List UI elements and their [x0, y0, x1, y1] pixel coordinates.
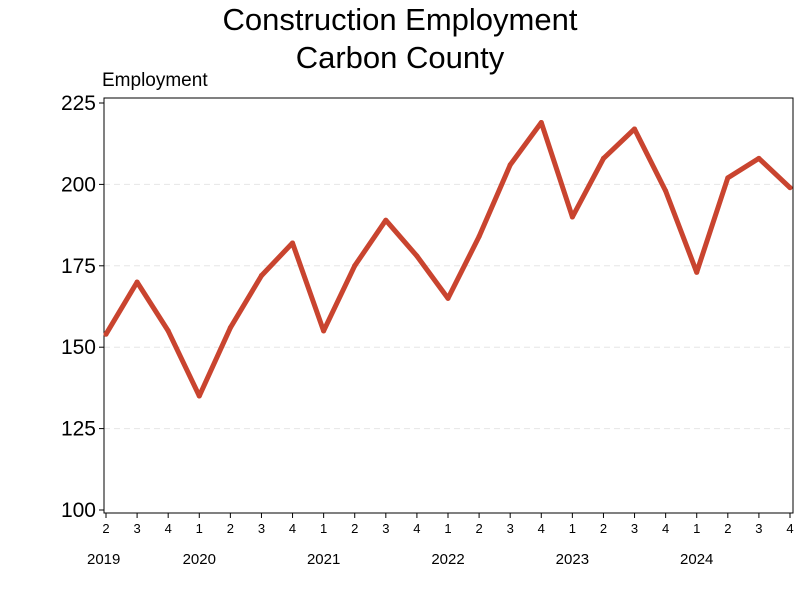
x-tick-label: 2 [227, 521, 234, 536]
x-year-label: 2021 [307, 551, 340, 568]
data-point [600, 155, 606, 161]
data-point [756, 155, 762, 161]
data-point [290, 240, 296, 246]
x-tick-label: 1 [693, 521, 700, 536]
series-group [103, 120, 793, 399]
x-tick-label: 4 [662, 521, 669, 536]
x-tick-label: 3 [258, 521, 265, 536]
x-tick-label: 2 [351, 521, 358, 536]
data-point [196, 393, 202, 399]
data-point [227, 325, 233, 331]
y-tick-label: 125 [61, 418, 96, 441]
x-tick-label: 4 [289, 521, 296, 536]
x-year-label: 2020 [183, 551, 216, 568]
x-year-label: 2023 [556, 551, 589, 568]
y-axis-label: Employment [102, 70, 208, 91]
grid-lines [104, 183, 793, 430]
x-axis-years: 2019 2020 2021 2022 2023 2024 [87, 551, 713, 568]
data-point [414, 253, 420, 259]
x-tick-label: 4 [165, 521, 172, 536]
y-tick-label: 150 [61, 336, 96, 359]
x-tick-label: 4 [413, 521, 420, 536]
x-tick-label: 2 [475, 521, 482, 536]
y-tick-label: 225 [61, 92, 96, 115]
series-line [103, 120, 793, 399]
x-tick-label: 1 [196, 521, 203, 536]
x-tick-label: 1 [444, 521, 451, 536]
y-tick-label: 200 [61, 173, 96, 196]
x-tick-label: 3 [133, 521, 140, 536]
data-point [258, 273, 264, 279]
data-point [663, 188, 669, 194]
x-tick-label: 2 [724, 521, 731, 536]
y-axis: 100 125 150 175 200 225 [61, 92, 104, 522]
chart-title-line-1: Construction Employment [223, 2, 578, 37]
data-point [165, 328, 171, 334]
x-tick-label: 2 [102, 521, 109, 536]
data-point [694, 269, 700, 275]
data-point [507, 162, 513, 168]
x-year-label: 2022 [431, 551, 464, 568]
x-year-label: 2024 [680, 551, 713, 568]
x-year-label: 2019 [87, 551, 120, 568]
data-point [787, 185, 793, 191]
data-point [445, 295, 451, 301]
data-point [134, 279, 140, 285]
data-point [725, 175, 731, 181]
y-tick-label: 175 [61, 255, 96, 278]
x-tick-label: 4 [786, 521, 793, 536]
x-tick-label: 1 [320, 521, 327, 536]
chart-title-line-2: Carbon County [296, 40, 505, 75]
data-point [383, 217, 389, 223]
data-point [538, 120, 544, 126]
x-tick-label: 3 [507, 521, 514, 536]
y-tick-label: 100 [61, 499, 96, 522]
x-tick-label: 1 [569, 521, 576, 536]
x-tick-label: 3 [755, 521, 762, 536]
data-point [103, 331, 109, 337]
data-point [632, 126, 638, 132]
x-tick-label: 3 [382, 521, 389, 536]
data-point [476, 233, 482, 239]
x-axis: 2 3 4 1 2 3 4 1 2 3 4 1 2 3 4 1 2 3 4 1 2 3 4 [102, 513, 794, 536]
x-tick-label: 2 [600, 521, 607, 536]
data-point [569, 214, 575, 220]
plot-frame [103, 97, 794, 514]
data-point [352, 263, 358, 269]
x-tick-label: 3 [631, 521, 638, 536]
x-tick-label: 4 [538, 521, 545, 536]
data-point [321, 328, 327, 334]
